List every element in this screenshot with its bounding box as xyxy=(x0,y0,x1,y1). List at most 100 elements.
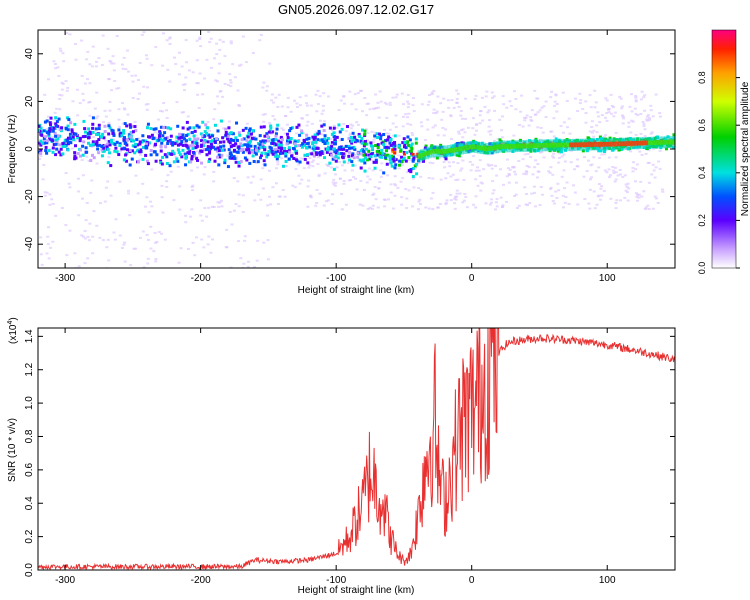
heatmap-speckle xyxy=(56,148,60,151)
heatmap-cell xyxy=(199,149,203,153)
heatmap-speckle xyxy=(165,185,169,188)
heatmap-speckle xyxy=(557,161,561,164)
heatmap-speckle xyxy=(405,197,409,200)
heatmap-cell xyxy=(350,141,354,145)
heatmap-speckle xyxy=(184,76,188,79)
heatmap-cell xyxy=(382,171,386,175)
heatmap-speckle xyxy=(412,110,416,113)
heatmap-speckle xyxy=(613,180,617,183)
heatmap-speckle xyxy=(309,104,313,107)
heatmap-cell xyxy=(340,137,344,141)
heatmap-speckle xyxy=(358,203,362,206)
heatmap-speckle xyxy=(523,153,527,156)
heatmap-speckle xyxy=(138,158,142,161)
heatmap-speckle xyxy=(82,99,86,102)
heatmap-cell xyxy=(266,153,270,157)
heatmap-speckle xyxy=(104,115,108,118)
heatmap-speckle xyxy=(448,165,452,168)
heatmap-cell xyxy=(54,124,58,128)
heatmap-cell xyxy=(363,161,367,165)
heatmap-speckle xyxy=(552,117,556,120)
heatmap-cell xyxy=(295,140,299,144)
heatmap-speckle xyxy=(459,114,463,117)
heatmap-speckle xyxy=(117,108,121,111)
heatmap-cell xyxy=(128,125,132,129)
heatmap-cell xyxy=(414,137,418,141)
heatmap-speckle xyxy=(152,250,156,253)
heatmap-speckle xyxy=(261,187,265,190)
heatmap-speckle xyxy=(620,105,624,108)
heatmap-cell xyxy=(185,144,189,148)
heatmap-speckle xyxy=(597,183,601,186)
heatmap-cell xyxy=(81,144,85,148)
heatmap-speckle xyxy=(492,189,496,192)
heatmap-speckle xyxy=(455,101,459,104)
heatmap-cell xyxy=(412,157,416,161)
heatmap-speckle xyxy=(379,169,383,172)
heatmap-cell xyxy=(217,149,221,153)
heatmap-cell xyxy=(256,149,260,153)
heatmap-cell xyxy=(237,145,241,149)
heatmap-cell xyxy=(113,149,117,153)
heatmap-speckle xyxy=(322,204,326,207)
heatmap-speckle xyxy=(46,78,50,81)
heatmap-cell xyxy=(435,156,439,160)
heatmap-speckle xyxy=(637,193,641,196)
heatmap-speckle xyxy=(267,169,271,172)
heatmap-speckle xyxy=(619,173,623,176)
heatmap-cell xyxy=(353,147,357,151)
heatmap-speckle xyxy=(199,214,203,217)
heatmap-cell xyxy=(136,148,140,152)
heatmap-speckle xyxy=(588,207,592,210)
heatmap-speckle xyxy=(456,178,460,181)
heatmap-speckle xyxy=(39,253,43,256)
heatmap-speckle xyxy=(439,178,443,181)
heatmap-speckle xyxy=(600,153,604,156)
heatmap-cell xyxy=(390,154,394,158)
heatmap-speckle xyxy=(571,184,575,187)
heatmap-cell xyxy=(376,153,380,157)
heatmap-band-core xyxy=(631,141,635,146)
heatmap-cell xyxy=(57,150,61,154)
heatmap-cell xyxy=(176,143,180,147)
heatmap-speckle xyxy=(505,200,509,203)
heatmap-cell xyxy=(253,150,257,154)
heatmap-speckle xyxy=(88,114,92,117)
heatmap-speckle xyxy=(207,206,211,209)
heatmap-speckle xyxy=(227,120,231,123)
heatmap-cell xyxy=(344,144,348,148)
heatmap-cell xyxy=(599,149,603,153)
heatmap-speckle xyxy=(142,85,146,88)
heatmap-speckle xyxy=(627,121,631,124)
heatmap-speckle xyxy=(218,90,222,93)
heatmap-speckle xyxy=(611,169,615,172)
heatmap-cell xyxy=(322,123,326,127)
heatmap-speckle xyxy=(542,156,546,159)
heatmap-speckle xyxy=(432,108,436,111)
heatmap-speckle xyxy=(595,203,599,206)
heatmap-cell xyxy=(241,150,245,154)
heatmap-speckle xyxy=(228,73,232,76)
heatmap-cell xyxy=(240,138,244,142)
heatmap-speckle xyxy=(391,207,395,210)
heatmap-speckle xyxy=(342,95,346,98)
heatmap-cell xyxy=(114,146,118,150)
heatmap-speckle xyxy=(427,100,431,103)
heatmap-band-core xyxy=(493,145,497,150)
heatmap-speckle xyxy=(316,89,320,92)
heatmap-cell xyxy=(175,140,179,144)
heatmap-cell xyxy=(400,155,404,159)
heatmap-speckle xyxy=(177,261,181,264)
heatmap-cell xyxy=(100,144,104,148)
heatmap-speckle xyxy=(68,33,72,36)
heatmap-cell xyxy=(250,150,254,154)
heatmap-cell xyxy=(337,152,341,156)
heatmap-cell xyxy=(369,152,373,156)
heatmap-speckle xyxy=(342,182,346,185)
heatmap-cell xyxy=(554,137,558,141)
heatmap-cell xyxy=(76,152,80,156)
heatmap-cell xyxy=(222,144,226,148)
heatmap-speckle xyxy=(122,107,126,110)
heatmap-cell xyxy=(42,136,46,140)
heatmap-speckle xyxy=(479,110,483,113)
